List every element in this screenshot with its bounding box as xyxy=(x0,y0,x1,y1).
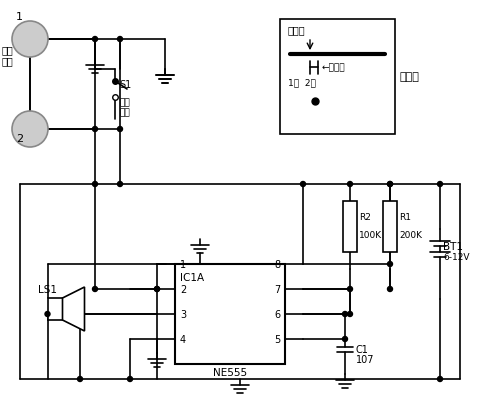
Text: 振动
触点: 振动 触点 xyxy=(2,45,14,66)
Text: S1: S1 xyxy=(119,80,132,90)
Text: 200K: 200K xyxy=(399,230,422,239)
Text: 3: 3 xyxy=(180,309,186,319)
Circle shape xyxy=(118,37,122,43)
Text: 1点  2点: 1点 2点 xyxy=(288,78,316,87)
Circle shape xyxy=(92,37,98,43)
Circle shape xyxy=(348,287,352,292)
Circle shape xyxy=(118,182,122,187)
Text: 107: 107 xyxy=(356,354,374,364)
Text: IC1A: IC1A xyxy=(180,272,204,282)
Circle shape xyxy=(12,22,48,58)
Circle shape xyxy=(118,127,122,132)
Text: 6-12V: 6-12V xyxy=(443,252,469,261)
Text: 8: 8 xyxy=(274,259,280,270)
Circle shape xyxy=(154,287,160,292)
Circle shape xyxy=(342,312,347,317)
Text: 示意图: 示意图 xyxy=(400,72,420,82)
Text: 1: 1 xyxy=(16,12,23,22)
Circle shape xyxy=(92,182,98,187)
Text: 2: 2 xyxy=(180,284,186,294)
Text: ←动触片: ←动触片 xyxy=(322,63,345,72)
Text: 100K: 100K xyxy=(359,230,382,239)
Text: 7: 7 xyxy=(274,284,280,294)
Circle shape xyxy=(92,127,98,132)
Circle shape xyxy=(154,287,160,292)
Polygon shape xyxy=(62,287,84,331)
Circle shape xyxy=(348,182,352,187)
Circle shape xyxy=(388,287,392,292)
Circle shape xyxy=(45,312,50,317)
Circle shape xyxy=(128,377,132,382)
Text: 静触片: 静触片 xyxy=(288,25,306,35)
Text: BT1: BT1 xyxy=(443,241,463,252)
Circle shape xyxy=(348,312,352,317)
Circle shape xyxy=(92,287,98,292)
Bar xyxy=(175,264,285,364)
Bar xyxy=(383,202,397,252)
Bar xyxy=(343,202,357,252)
Text: NE555: NE555 xyxy=(213,367,247,377)
Circle shape xyxy=(438,182,442,187)
Bar xyxy=(48,298,62,320)
Circle shape xyxy=(388,182,392,187)
Text: 控制
开关: 控制 开关 xyxy=(119,98,130,117)
Circle shape xyxy=(438,377,442,382)
Text: R1: R1 xyxy=(399,212,411,221)
Circle shape xyxy=(388,262,392,267)
Circle shape xyxy=(388,182,392,187)
Bar xyxy=(280,20,395,135)
Text: 4: 4 xyxy=(180,334,186,344)
Circle shape xyxy=(12,112,48,148)
Text: C1: C1 xyxy=(356,344,369,354)
Circle shape xyxy=(300,182,306,187)
Circle shape xyxy=(78,377,82,382)
Text: 2: 2 xyxy=(16,134,23,144)
Circle shape xyxy=(342,337,347,342)
Text: 5: 5 xyxy=(274,334,280,344)
Text: 1: 1 xyxy=(180,259,186,270)
Text: LS1: LS1 xyxy=(38,284,57,294)
Text: R2: R2 xyxy=(359,212,371,221)
Text: 6: 6 xyxy=(274,309,280,319)
